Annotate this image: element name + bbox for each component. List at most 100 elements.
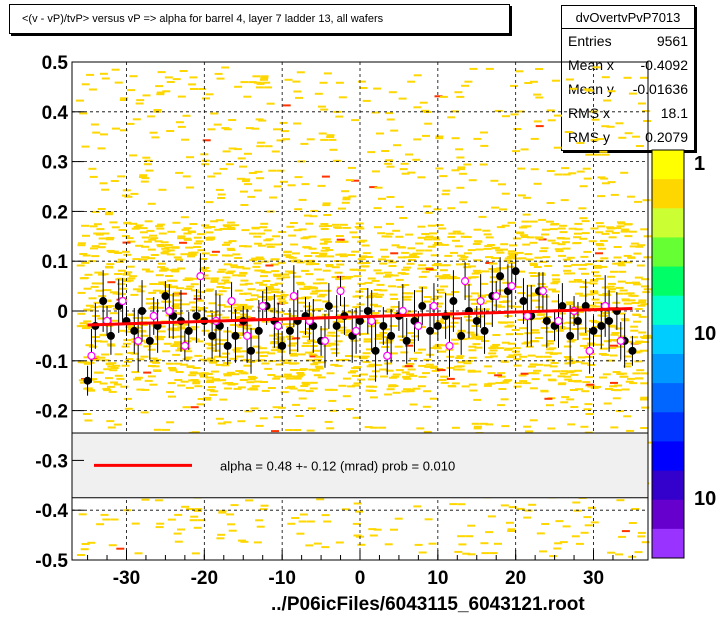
data-point [511,267,520,276]
histogram-bins [76,66,652,558]
x-tick-label: 10 [427,568,448,589]
y-tick-label: -0.5 [35,551,68,572]
data-point [558,302,567,311]
colorbar-segment [652,295,684,326]
open-data-point [398,306,407,316]
open-data-point [149,311,158,321]
open-data-point [383,351,392,360]
stats-label: RMS y [568,129,610,145]
data-point [192,311,201,320]
colorbar-segment [652,266,684,297]
data-point [208,331,217,340]
y-tick-label: -0.3 [35,451,68,472]
stats-label: Mean x [568,57,614,73]
colorbar-segment [652,528,684,559]
data-point [145,336,154,345]
data-point [605,316,614,325]
colorbar-segment [652,441,684,472]
stats-histogram-name: dvOvertvPvP7013 [562,6,694,29]
y-tick-label: 0.1 [42,252,69,273]
x-tick-label: -20 [191,568,218,589]
open-data-point [492,291,501,301]
data-point [138,307,147,315]
x-tick-label: -30 [113,568,140,589]
data-point [597,321,606,330]
data-point [402,336,411,345]
y-tick-label: -0.4 [35,501,68,522]
stats-row: RMS x 18.1 [562,101,694,125]
open-data-point [87,351,96,360]
colorbar-segment [652,179,684,209]
data-point [247,346,256,355]
x-tick-label: 20 [505,568,526,589]
data-point [480,326,489,335]
stats-label: Entries [568,33,612,49]
colorbar-segment [652,412,684,442]
open-data-point [243,331,252,340]
fit-line [87,307,633,327]
legend-fit-text: alpha = 0.48 +- 0.12 (mrad) prob = 0.010 [220,458,455,473]
data-point [418,302,427,311]
open-data-point [429,301,439,311]
colorbar-label: 10 [694,488,716,510]
colorbar-segment [652,470,684,501]
open-data-point [336,286,345,296]
x-axis-filename: ../P06icFiles/6043115_6043121.root [271,594,585,615]
plot-title: <(v - vP)/tvP> versus vP => alpha for ba… [9,4,510,34]
y-tick-label: -0.1 [35,352,68,373]
open-data-point [414,321,423,331]
colorbar-segment [652,499,684,530]
open-data-point [507,282,516,291]
data-point [223,341,232,350]
data-point [161,292,170,301]
data-point [324,302,333,311]
stats-row: RMS y 0.2079 [562,125,694,149]
y-tick-label: 0.2 [42,202,68,223]
open-data-point [352,326,361,336]
x-tick-label: -10 [268,568,295,589]
open-data-point [554,316,563,326]
open-data-point [180,341,189,350]
y-tick-label: 0.3 [42,153,68,174]
data-point [566,331,575,340]
stats-row: Entries 9561 [562,29,694,53]
colorbar-segment [652,150,684,180]
data-point [496,272,505,281]
data-point [542,316,551,325]
data-point [589,326,598,335]
data-point [387,331,396,340]
open-data-point [585,346,594,355]
data-point [254,326,263,335]
data-point [106,331,115,340]
x-tick-label: 30 [583,568,604,589]
stats-row: Mean x -0.4092 [562,53,694,77]
data-point [356,316,364,325]
colorbar-segment [652,383,684,413]
colorbar-frame [651,149,685,559]
data-point [99,297,108,306]
stats-value: 9561 [656,33,688,49]
stats-value: 0.2079 [645,129,688,145]
y-tick-label: 0 [57,302,68,323]
colorbar-label: 1 [694,153,705,175]
open-data-point [476,296,485,306]
stats-box: dvOvertvPvP7013 Entries 9561 Mean x -0.4092… [561,5,695,151]
open-data-point [289,291,298,301]
colorbar-segment [652,208,684,238]
data-point [371,346,380,355]
open-data-point [258,301,267,311]
open-data-point [616,336,625,345]
open-data-point [523,311,532,321]
colorbar-segment [652,237,684,268]
open-data-point [134,336,143,345]
stats-value: -0.4092 [640,57,688,73]
data-point [278,341,287,350]
open-data-point [445,341,454,350]
data-point [363,307,372,315]
open-data-point [227,296,236,306]
data-point [231,331,240,340]
data-point [184,326,193,335]
colorbar-label: 10 [694,323,716,345]
data-point [581,302,590,311]
